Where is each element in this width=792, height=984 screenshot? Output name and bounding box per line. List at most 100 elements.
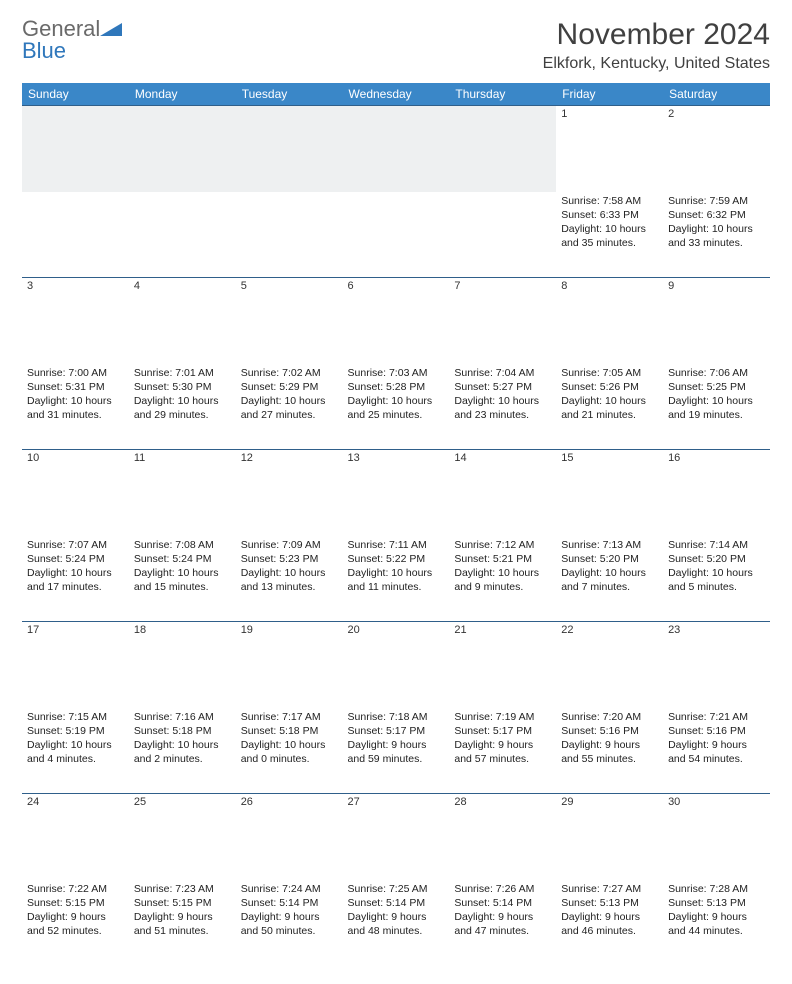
sunset-text: Sunset: 5:15 PM (27, 896, 124, 910)
sunrise-text: Sunrise: 7:23 AM (134, 882, 231, 896)
day-cell: Sunrise: 7:09 AMSunset: 5:23 PMDaylight:… (236, 536, 343, 622)
sunrise-text: Sunrise: 7:07 AM (27, 538, 124, 552)
header-right: November 2024 Elkfork, Kentucky, United … (543, 18, 770, 73)
day-number: 18 (129, 622, 236, 708)
day-number (22, 106, 129, 192)
sunrise-text: Sunrise: 7:26 AM (454, 882, 551, 896)
day-cell: Sunrise: 7:23 AMSunset: 5:15 PMDaylight:… (129, 880, 236, 966)
day-cell: Sunrise: 7:06 AMSunset: 5:25 PMDaylight:… (663, 364, 770, 450)
day-cell: Sunrise: 7:59 AMSunset: 6:32 PMDaylight:… (663, 192, 770, 278)
sunrise-text: Sunrise: 7:09 AM (241, 538, 338, 552)
sunrise-text: Sunrise: 7:25 AM (348, 882, 445, 896)
sunset-text: Sunset: 5:16 PM (668, 724, 765, 738)
day-cell: Sunrise: 7:12 AMSunset: 5:21 PMDaylight:… (449, 536, 556, 622)
daylight-text: Daylight: 10 hours and 17 minutes. (27, 566, 124, 594)
day-details: Sunrise: 7:07 AMSunset: 5:24 PMDaylight:… (27, 538, 124, 595)
day-cell (22, 192, 129, 278)
day-number: 11 (129, 450, 236, 536)
day-details: Sunrise: 7:27 AMSunset: 5:13 PMDaylight:… (561, 882, 658, 939)
day-number: 24 (22, 794, 129, 880)
day-cell: Sunrise: 7:21 AMSunset: 5:16 PMDaylight:… (663, 708, 770, 794)
daylight-text: Daylight: 10 hours and 11 minutes. (348, 566, 445, 594)
daylight-text: Daylight: 9 hours and 57 minutes. (454, 738, 551, 766)
month-title: November 2024 (543, 18, 770, 52)
day-details: Sunrise: 7:00 AMSunset: 5:31 PMDaylight:… (27, 366, 124, 423)
day-cell: Sunrise: 7:08 AMSunset: 5:24 PMDaylight:… (129, 536, 236, 622)
day-number: 29 (556, 794, 663, 880)
logo-word-blue: Blue (22, 38, 66, 63)
day-cell (343, 192, 450, 278)
day-cell: Sunrise: 7:20 AMSunset: 5:16 PMDaylight:… (556, 708, 663, 794)
sunset-text: Sunset: 5:18 PM (134, 724, 231, 738)
logo-text: General Blue (22, 18, 122, 62)
day-cell (129, 192, 236, 278)
day-number-row: 10111213141516 (22, 450, 770, 536)
day-details: Sunrise: 7:19 AMSunset: 5:17 PMDaylight:… (454, 710, 551, 767)
day-cell: Sunrise: 7:26 AMSunset: 5:14 PMDaylight:… (449, 880, 556, 966)
sunrise-text: Sunrise: 7:14 AM (668, 538, 765, 552)
day-cell: Sunrise: 7:13 AMSunset: 5:20 PMDaylight:… (556, 536, 663, 622)
day-details: Sunrise: 7:05 AMSunset: 5:26 PMDaylight:… (561, 366, 658, 423)
weekday-header: Sunday (22, 83, 129, 106)
weekday-header: Saturday (663, 83, 770, 106)
sunset-text: Sunset: 5:24 PM (134, 552, 231, 566)
day-details: Sunrise: 7:04 AMSunset: 5:27 PMDaylight:… (454, 366, 551, 423)
daylight-text: Daylight: 9 hours and 52 minutes. (27, 910, 124, 938)
day-details: Sunrise: 7:59 AMSunset: 6:32 PMDaylight:… (668, 194, 765, 251)
day-number: 23 (663, 622, 770, 708)
sunset-text: Sunset: 5:14 PM (241, 896, 338, 910)
day-cell: Sunrise: 7:15 AMSunset: 5:19 PMDaylight:… (22, 708, 129, 794)
day-cell: Sunrise: 7:25 AMSunset: 5:14 PMDaylight:… (343, 880, 450, 966)
day-cell: Sunrise: 7:11 AMSunset: 5:22 PMDaylight:… (343, 536, 450, 622)
sunset-text: Sunset: 5:23 PM (241, 552, 338, 566)
day-cell: Sunrise: 7:18 AMSunset: 5:17 PMDaylight:… (343, 708, 450, 794)
sunset-text: Sunset: 5:15 PM (134, 896, 231, 910)
day-details: Sunrise: 7:01 AMSunset: 5:30 PMDaylight:… (134, 366, 231, 423)
sunrise-text: Sunrise: 7:06 AM (668, 366, 765, 380)
daylight-text: Daylight: 10 hours and 15 minutes. (134, 566, 231, 594)
weekday-header-row: Sunday Monday Tuesday Wednesday Thursday… (22, 83, 770, 106)
sunrise-text: Sunrise: 7:24 AM (241, 882, 338, 896)
day-content-row: Sunrise: 7:15 AMSunset: 5:19 PMDaylight:… (22, 708, 770, 794)
daylight-text: Daylight: 10 hours and 2 minutes. (134, 738, 231, 766)
sunrise-text: Sunrise: 7:17 AM (241, 710, 338, 724)
daylight-text: Daylight: 10 hours and 31 minutes. (27, 394, 124, 422)
sunset-text: Sunset: 5:22 PM (348, 552, 445, 566)
day-details: Sunrise: 7:15 AMSunset: 5:19 PMDaylight:… (27, 710, 124, 767)
day-cell: Sunrise: 7:04 AMSunset: 5:27 PMDaylight:… (449, 364, 556, 450)
weekday-header: Wednesday (343, 83, 450, 106)
sunset-text: Sunset: 5:21 PM (454, 552, 551, 566)
day-number: 15 (556, 450, 663, 536)
sunrise-text: Sunrise: 7:01 AM (134, 366, 231, 380)
sunrise-text: Sunrise: 7:08 AM (134, 538, 231, 552)
day-number: 28 (449, 794, 556, 880)
day-details: Sunrise: 7:58 AMSunset: 6:33 PMDaylight:… (561, 194, 658, 251)
day-number: 4 (129, 278, 236, 364)
sunrise-text: Sunrise: 7:21 AM (668, 710, 765, 724)
day-cell: Sunrise: 7:17 AMSunset: 5:18 PMDaylight:… (236, 708, 343, 794)
daylight-text: Daylight: 9 hours and 51 minutes. (134, 910, 231, 938)
day-details: Sunrise: 7:13 AMSunset: 5:20 PMDaylight:… (561, 538, 658, 595)
sunrise-text: Sunrise: 7:20 AM (561, 710, 658, 724)
sunrise-text: Sunrise: 7:05 AM (561, 366, 658, 380)
sunset-text: Sunset: 5:16 PM (561, 724, 658, 738)
day-number: 22 (556, 622, 663, 708)
sunset-text: Sunset: 5:13 PM (668, 896, 765, 910)
sunrise-text: Sunrise: 7:02 AM (241, 366, 338, 380)
sunset-text: Sunset: 5:18 PM (241, 724, 338, 738)
sunset-text: Sunset: 6:33 PM (561, 208, 658, 222)
sunset-text: Sunset: 5:31 PM (27, 380, 124, 394)
sunrise-text: Sunrise: 7:04 AM (454, 366, 551, 380)
logo: General Blue (22, 18, 122, 62)
sunrise-text: Sunrise: 7:27 AM (561, 882, 658, 896)
weekday-header: Friday (556, 83, 663, 106)
sunset-text: Sunset: 5:20 PM (561, 552, 658, 566)
sunset-text: Sunset: 5:17 PM (348, 724, 445, 738)
day-cell: Sunrise: 7:03 AMSunset: 5:28 PMDaylight:… (343, 364, 450, 450)
daylight-text: Daylight: 10 hours and 4 minutes. (27, 738, 124, 766)
sunrise-text: Sunrise: 7:18 AM (348, 710, 445, 724)
day-cell: Sunrise: 7:19 AMSunset: 5:17 PMDaylight:… (449, 708, 556, 794)
day-number: 6 (343, 278, 450, 364)
sunrise-text: Sunrise: 7:12 AM (454, 538, 551, 552)
daylight-text: Daylight: 10 hours and 0 minutes. (241, 738, 338, 766)
